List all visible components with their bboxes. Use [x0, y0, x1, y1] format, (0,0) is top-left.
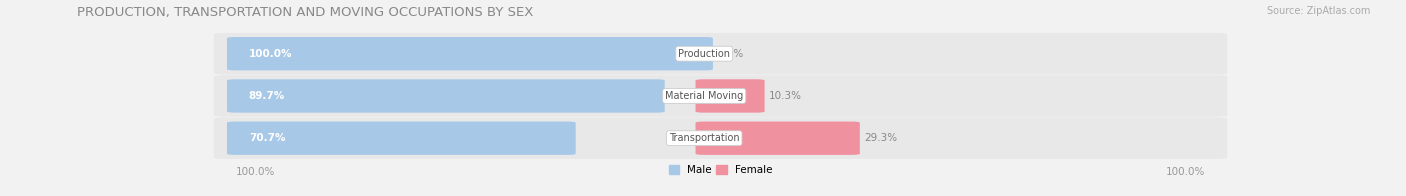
FancyBboxPatch shape	[214, 117, 1227, 159]
FancyBboxPatch shape	[696, 122, 860, 155]
Text: Material Moving: Material Moving	[665, 91, 744, 101]
Text: 0.0%: 0.0%	[717, 49, 744, 59]
Text: Source: ZipAtlas.com: Source: ZipAtlas.com	[1267, 6, 1371, 16]
Legend: Male, Female: Male, Female	[669, 165, 772, 175]
Text: 70.7%: 70.7%	[249, 133, 285, 143]
FancyBboxPatch shape	[696, 79, 765, 113]
FancyBboxPatch shape	[226, 122, 575, 155]
FancyBboxPatch shape	[214, 75, 1227, 117]
Text: 100.0%: 100.0%	[249, 49, 292, 59]
Text: Transportation: Transportation	[669, 133, 740, 143]
Text: Production: Production	[678, 49, 730, 59]
FancyBboxPatch shape	[214, 33, 1227, 74]
FancyBboxPatch shape	[226, 37, 713, 70]
FancyBboxPatch shape	[226, 79, 665, 113]
Text: 10.3%: 10.3%	[769, 91, 801, 101]
Text: 100.0%: 100.0%	[1166, 167, 1205, 177]
Text: 29.3%: 29.3%	[865, 133, 897, 143]
Text: 100.0%: 100.0%	[236, 167, 276, 177]
Text: 89.7%: 89.7%	[249, 91, 285, 101]
Text: PRODUCTION, TRANSPORTATION AND MOVING OCCUPATIONS BY SEX: PRODUCTION, TRANSPORTATION AND MOVING OC…	[77, 6, 534, 19]
